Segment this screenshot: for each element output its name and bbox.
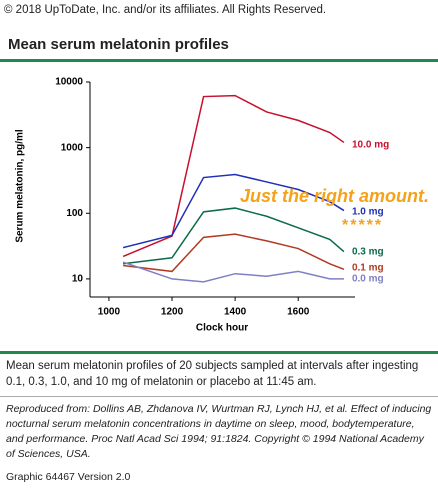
series-label: 0.0 mg bbox=[352, 274, 384, 285]
series-line bbox=[122, 173, 345, 249]
x-tick-label: 1200 bbox=[161, 307, 184, 318]
divider bbox=[0, 396, 438, 397]
series-label: 10.0 mg bbox=[352, 140, 389, 151]
x-tick-label: 1600 bbox=[287, 307, 310, 318]
series-line bbox=[123, 233, 345, 273]
x-tick-label: 1000 bbox=[98, 307, 121, 318]
caption: Mean serum melatonin profiles of 20 subj… bbox=[6, 360, 419, 388]
x-axis-label: Clock hour bbox=[196, 323, 248, 334]
y-tick-label: 10 bbox=[72, 274, 84, 285]
divider bbox=[0, 59, 438, 62]
series-label: 1.0 mg bbox=[352, 207, 384, 218]
page-title: Mean serum melatonin profiles bbox=[8, 36, 229, 53]
series-line bbox=[123, 207, 345, 265]
series-label: 0.3 mg bbox=[352, 247, 384, 258]
series-label: 0.1 mg bbox=[352, 263, 384, 274]
reference: Reproduced from: Dollins AB, Zhdanova IV… bbox=[6, 403, 432, 460]
chart: Serum melatonin, pg/ml Clock hour 10 100 1… bbox=[15, 77, 429, 334]
series-line bbox=[122, 94, 345, 258]
series-line bbox=[122, 261, 344, 283]
y-tick-label: 1000 bbox=[61, 142, 84, 153]
annotation: ***** bbox=[342, 217, 383, 234]
copyright: © 2018 UpToDate, Inc. and/or its affilia… bbox=[4, 4, 327, 16]
annotation: Just the right amount. bbox=[240, 186, 429, 206]
y-tick-label: 100 bbox=[66, 208, 83, 219]
y-tick-label: 10000 bbox=[55, 77, 83, 88]
y-axis-label: Serum melatonin, pg/ml bbox=[15, 129, 26, 243]
divider bbox=[0, 351, 438, 354]
graphic-version: Graphic 64467 Version 2.0 bbox=[6, 471, 131, 483]
x-tick-label: 1400 bbox=[224, 307, 247, 318]
